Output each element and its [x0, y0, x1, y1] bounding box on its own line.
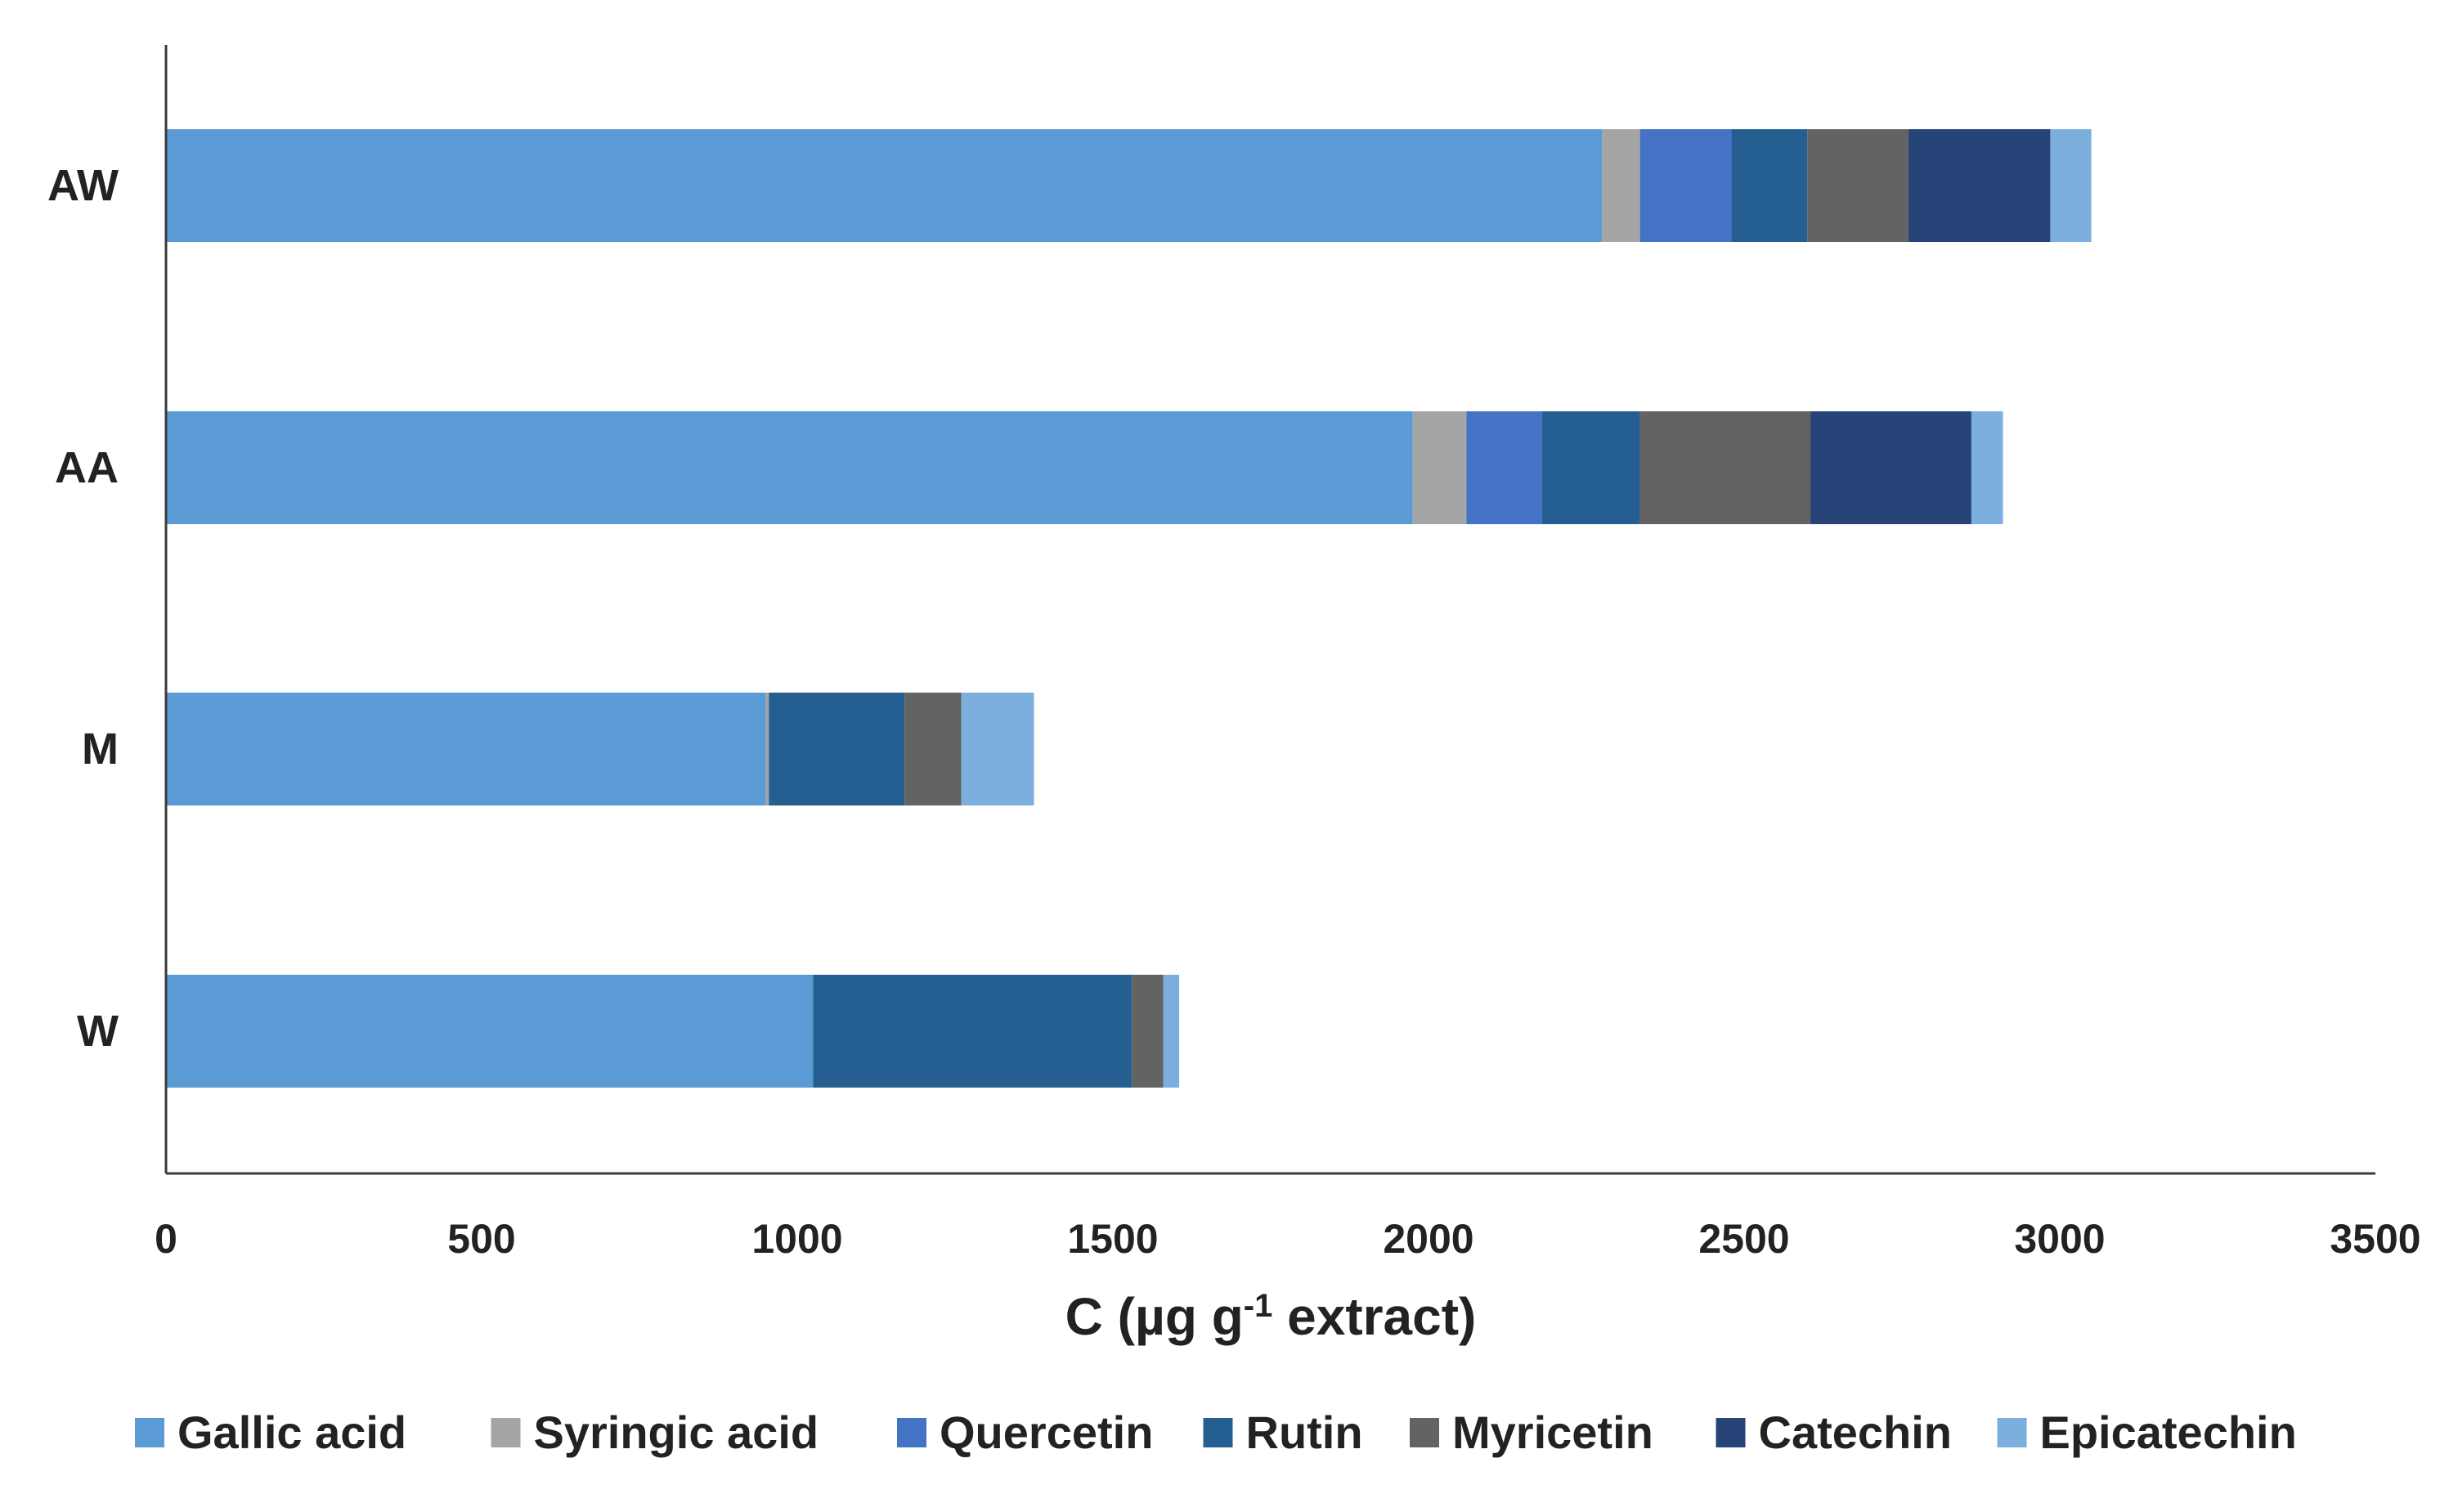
bars-layer — [166, 129, 2092, 1088]
bar-segment-aw-myricetin — [1807, 129, 1909, 242]
bar-segment-aa-myricetin — [1639, 411, 1811, 524]
bar-segment-m-rutin — [769, 693, 905, 805]
legend-item-gallic-acid: Gallic acid — [135, 1407, 406, 1458]
category-label-aw: AW — [47, 161, 119, 210]
legend-item-quercetin: Quercetin — [897, 1407, 1153, 1458]
legend-swatch-gallic-acid — [135, 1418, 164, 1447]
category-label-m: M — [82, 725, 119, 774]
x-tick-label-1500: 1500 — [1067, 1216, 1158, 1262]
category-label-w: W — [77, 1007, 119, 1056]
bar-segment-aw-syringic-acid — [1602, 129, 1640, 242]
bar-segment-aa-rutin — [1541, 411, 1640, 524]
bar-segment-aw-epicatechin — [2050, 129, 2092, 242]
bar-segment-aa-catechin — [1810, 411, 1971, 524]
legend-swatch-catechin — [1716, 1418, 1746, 1447]
bar-segment-aw-catechin — [1908, 129, 2051, 242]
category-label-aa: AA — [55, 443, 119, 492]
legend-item-catechin: Catechin — [1716, 1407, 1953, 1458]
legend-item-rutin: Rutin — [1203, 1407, 1363, 1458]
bar-segment-w-myricetin — [1132, 975, 1164, 1088]
bar-segment-aa-syringic-acid — [1412, 411, 1467, 524]
x-axis-title-prefix: C (µg g — [1065, 1287, 1244, 1346]
x-tick-label-1000: 1000 — [751, 1216, 842, 1262]
bar-segment-w-epicatechin — [1163, 975, 1180, 1088]
legend-swatch-myricetin — [1410, 1418, 1439, 1447]
x-axis-title-suffix: extract) — [1272, 1287, 1476, 1346]
legend-swatch-rutin — [1203, 1418, 1233, 1447]
bar-segment-aw-quercetin — [1639, 129, 1732, 242]
bar-segment-w-gallic-acid — [166, 975, 814, 1088]
bar-segment-m-syringic-acid — [765, 693, 769, 805]
bar-segment-m-myricetin — [904, 693, 962, 805]
legend-label-gallic-acid: Gallic acid — [177, 1407, 406, 1458]
bar-segment-aw-rutin — [1731, 129, 1808, 242]
legend: Gallic acid Syringic acid Quercetin Rutin My… — [135, 1407, 2297, 1458]
x-tick-label-3500: 3500 — [2330, 1216, 2420, 1262]
legend-swatch-epicatechin — [1997, 1418, 2027, 1447]
bar-segment-w-rutin — [813, 975, 1133, 1088]
x-tick-label-2000: 2000 — [1383, 1216, 1473, 1262]
legend-label-epicatechin: Epicatechin — [2040, 1407, 2297, 1458]
x-tick-label-500: 500 — [447, 1216, 515, 1262]
x-axis-title: C (µg g-1 extract) — [1065, 1287, 1477, 1346]
x-tick-label-2500: 2500 — [1698, 1216, 1789, 1262]
legend-label-myricetin: Myricetin — [1452, 1407, 1653, 1458]
bar-segment-aw-gallic-acid — [166, 129, 1603, 242]
x-axis-title-sup: -1 — [1244, 1288, 1273, 1324]
x-tick-label-3000: 3000 — [2014, 1216, 2105, 1262]
x-tick-labels: 0 500 1000 1500 2000 2500 3000 3500 — [155, 1216, 2421, 1262]
bar-segment-aa-quercetin — [1466, 411, 1542, 524]
legend-item-myricetin: Myricetin — [1410, 1407, 1653, 1458]
bar-segment-aa-gallic-acid — [166, 411, 1413, 524]
legend-swatch-quercetin — [897, 1418, 926, 1447]
bar-segment-m-epicatechin — [961, 693, 1034, 805]
x-tick-label-0: 0 — [155, 1216, 177, 1262]
legend-item-syringic-acid: Syringic acid — [491, 1407, 819, 1458]
legend-swatch-syringic-acid — [491, 1418, 521, 1447]
legend-label-syringic-acid: Syringic acid — [534, 1407, 819, 1458]
category-labels: AW AA M W — [47, 161, 119, 1056]
bar-segment-aa-epicatechin — [1971, 411, 2003, 524]
legend-label-catechin: Catechin — [1759, 1407, 1953, 1458]
bar-segment-m-gallic-acid — [166, 693, 766, 805]
legend-label-rutin: Rutin — [1246, 1407, 1363, 1458]
legend-label-quercetin: Quercetin — [940, 1407, 1153, 1458]
legend-item-epicatechin: Epicatechin — [1997, 1407, 2297, 1458]
